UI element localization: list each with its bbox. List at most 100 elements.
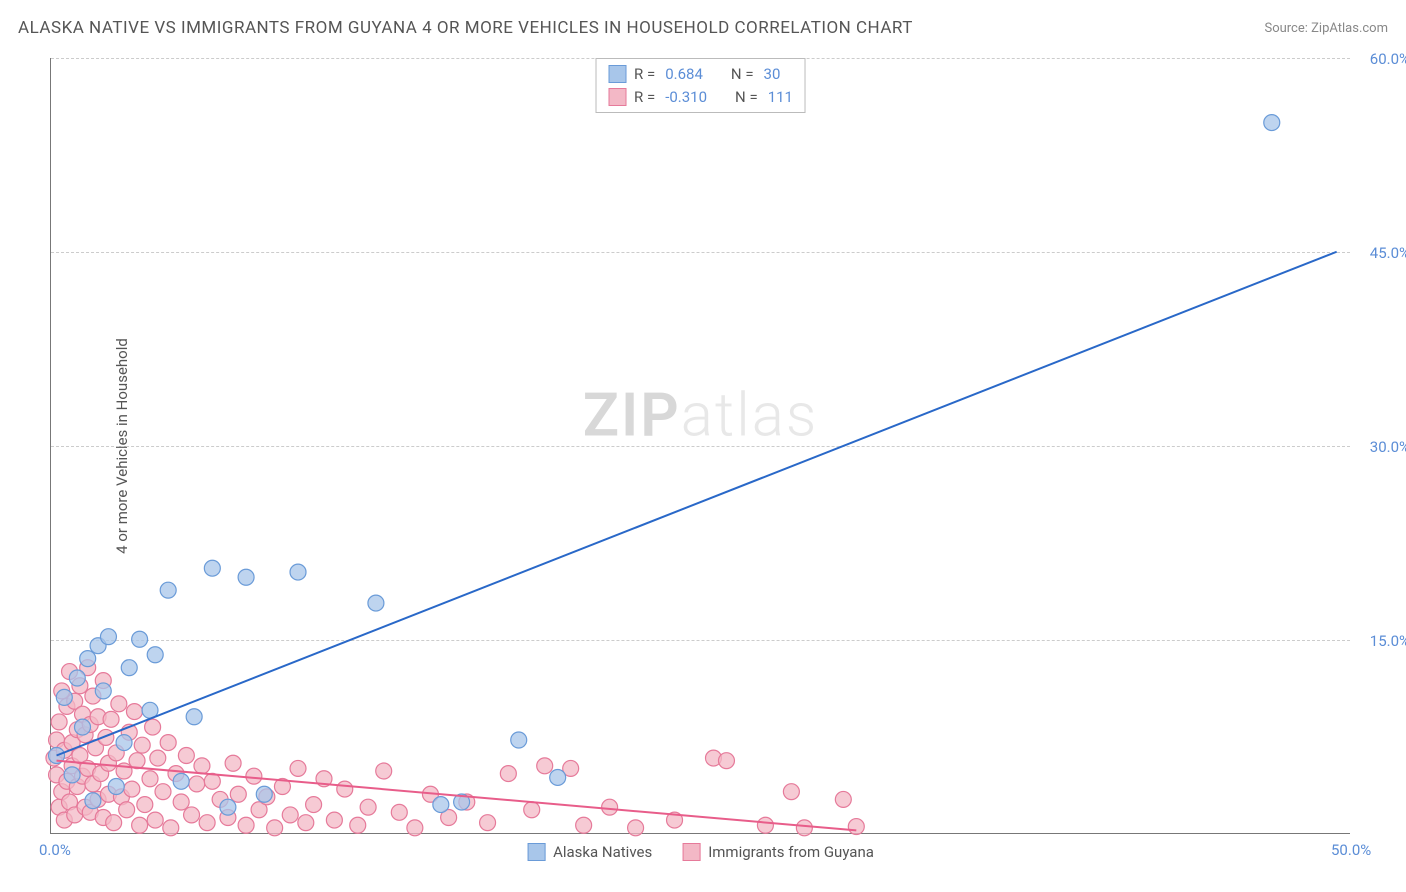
data-point: [230, 786, 246, 802]
data-point: [199, 815, 215, 831]
r-label-0: R =: [634, 63, 655, 86]
legend-row-alaska: R = 0.684 N = 30: [608, 63, 793, 86]
data-point: [511, 732, 527, 748]
data-point: [69, 670, 85, 686]
data-point: [718, 753, 734, 769]
data-point: [103, 711, 119, 727]
data-point: [360, 799, 376, 815]
data-point: [204, 560, 220, 576]
data-point: [147, 812, 163, 828]
r-label-1: R =: [634, 86, 655, 109]
plot-area: ZIPatlas 15.0%30.0%45.0%60.0% 0.0%50.0% …: [50, 58, 1350, 834]
data-point: [124, 781, 140, 797]
legend-correlation: R = 0.684 N = 30 R = -0.310 N = 111: [595, 58, 806, 113]
x-tick-label: 0.0%: [39, 841, 71, 859]
data-point: [160, 735, 176, 751]
data-point: [848, 819, 864, 835]
data-point: [75, 719, 91, 735]
legend-item-guyana: Immigrants from Guyana: [682, 843, 874, 861]
data-point: [137, 797, 153, 813]
data-point: [407, 820, 423, 836]
data-point: [290, 564, 306, 580]
data-point: [126, 704, 142, 720]
data-point: [256, 786, 272, 802]
data-point: [194, 758, 210, 774]
data-point: [145, 719, 161, 735]
data-point: [100, 629, 116, 645]
swatch-alaska: [608, 65, 626, 83]
data-point: [173, 794, 189, 810]
data-point: [132, 817, 148, 833]
data-point: [220, 799, 236, 815]
data-point: [524, 802, 540, 818]
data-point: [116, 735, 132, 751]
data-point: [189, 776, 205, 792]
series-label-0: Alaska Natives: [553, 843, 652, 861]
data-point: [537, 758, 553, 774]
y-tick-label: 45.0%: [1370, 244, 1406, 262]
data-point: [326, 812, 342, 828]
data-point: [238, 569, 254, 585]
data-point: [132, 631, 148, 647]
data-point: [835, 791, 851, 807]
data-point: [337, 781, 353, 797]
data-point: [368, 595, 384, 611]
data-point: [550, 769, 566, 785]
data-point: [95, 683, 111, 699]
title-bar: ALASKA NATIVE VS IMMIGRANTS FROM GUYANA …: [18, 18, 1388, 38]
data-point: [64, 767, 80, 783]
data-point: [350, 817, 366, 833]
n-value-1: 111: [768, 86, 793, 109]
data-point: [298, 815, 314, 831]
data-point: [51, 714, 67, 730]
r-value-1: -0.310: [665, 86, 707, 109]
data-point: [184, 807, 200, 823]
data-point: [602, 799, 618, 815]
legend-series: Alaska Natives Immigrants from Guyana: [527, 843, 874, 861]
data-point: [160, 582, 176, 598]
data-point: [178, 748, 194, 764]
data-point: [147, 647, 163, 663]
y-tick-label: 60.0%: [1370, 50, 1406, 68]
source-label: Source: ZipAtlas.com: [1264, 21, 1388, 36]
data-point: [108, 779, 124, 795]
data-point: [111, 696, 127, 712]
data-point: [576, 817, 592, 833]
data-point: [121, 660, 137, 676]
swatch-guyana-bottom: [682, 843, 700, 861]
data-point: [85, 793, 101, 809]
data-point: [225, 755, 241, 771]
data-point: [757, 817, 773, 833]
n-label-0: N =: [731, 63, 754, 86]
n-label-1: N =: [735, 86, 758, 109]
data-point: [134, 737, 150, 753]
y-tick-label: 30.0%: [1370, 438, 1406, 456]
data-point: [306, 797, 322, 813]
swatch-guyana: [608, 88, 626, 106]
n-value-0: 30: [764, 63, 781, 86]
data-point: [238, 817, 254, 833]
data-point: [106, 815, 122, 831]
data-point: [282, 807, 298, 823]
regression-line: [57, 252, 1337, 756]
data-point: [163, 820, 179, 836]
data-point: [246, 768, 262, 784]
data-point: [56, 689, 72, 705]
data-point: [376, 763, 392, 779]
data-point: [155, 784, 171, 800]
data-point: [628, 820, 644, 836]
data-point: [150, 750, 166, 766]
chart-title: ALASKA NATIVE VS IMMIGRANTS FROM GUYANA …: [18, 18, 913, 38]
y-tick-label: 15.0%: [1370, 632, 1406, 650]
data-point: [1264, 115, 1280, 131]
data-point: [119, 802, 135, 818]
data-point: [267, 820, 283, 836]
data-point: [433, 797, 449, 813]
data-point: [783, 784, 799, 800]
data-point: [173, 773, 189, 789]
series-label-1: Immigrants from Guyana: [708, 843, 874, 861]
r-value-0: 0.684: [665, 63, 703, 86]
legend-item-alaska: Alaska Natives: [527, 843, 652, 861]
data-point: [500, 766, 516, 782]
data-point: [391, 804, 407, 820]
